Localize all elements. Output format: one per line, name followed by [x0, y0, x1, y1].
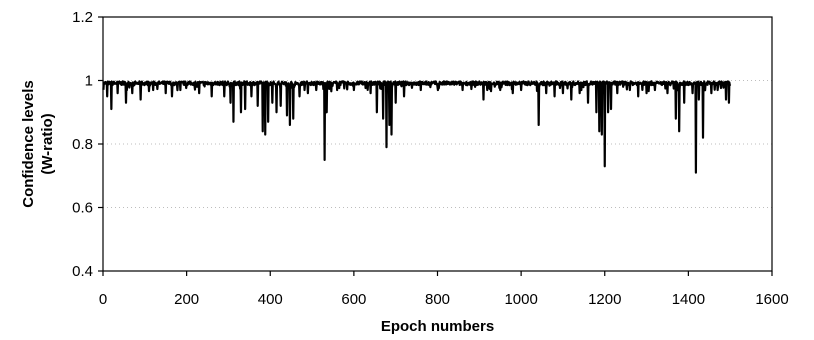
x-tick-label-400: 400 — [258, 291, 283, 308]
x-tick-label-800: 800 — [425, 291, 450, 308]
x-tick-label-1400: 1400 — [672, 291, 705, 308]
y-axis-title-line-2: (W-ratio) — [39, 113, 56, 174]
x-tick-label-0: 0 — [99, 291, 107, 308]
x-tick-label-1600: 1600 — [755, 291, 788, 308]
grid-lines — [103, 80, 772, 208]
x-tick-label-1200: 1200 — [588, 291, 621, 308]
y-tick-label-1.2: 1.2 — [72, 9, 93, 26]
y-axis-title-line-1: Confidence levels — [20, 80, 37, 208]
series-line-w-ratio — [102, 80, 732, 174]
y-tick-label-0.6: 0.6 — [72, 200, 93, 217]
y-tick-label-0.4: 0.4 — [72, 263, 93, 280]
y-axis-ticks: 0.4 0.6 0.8 1 1.2 — [72, 9, 103, 280]
x-axis-title: Epoch numbers — [381, 318, 494, 335]
x-axis-ticks: 0 200 400 600 800 1000 1200 1400 1600 — [99, 271, 789, 308]
y-tick-label-1: 1 — [85, 73, 93, 90]
x-tick-label-1000: 1000 — [504, 291, 537, 308]
y-tick-label-0.8: 0.8 — [72, 136, 93, 153]
x-tick-label-600: 600 — [341, 291, 366, 308]
x-tick-label-200: 200 — [174, 291, 199, 308]
